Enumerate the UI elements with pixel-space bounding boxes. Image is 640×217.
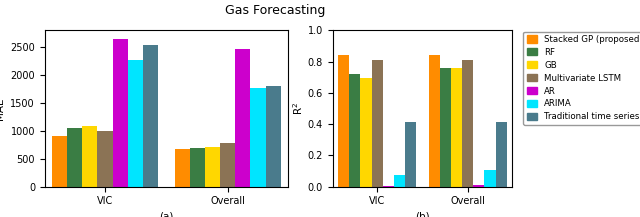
Y-axis label: MAE: MAE [0, 97, 4, 120]
Bar [394, 175, 405, 187]
Bar [97, 131, 113, 187]
Bar [52, 136, 67, 187]
Y-axis label: R$^2$: R$^2$ [291, 102, 305, 115]
Bar [266, 86, 281, 187]
Bar [383, 186, 394, 187]
Bar [495, 122, 507, 187]
Bar [83, 126, 97, 187]
Bar [360, 78, 372, 187]
Bar [190, 148, 205, 187]
Legend: Stacked GP (proposed), RF, GB, Multivariate LSTM, AR, ARIMA, Traditional time se: Stacked GP (proposed), RF, GB, Multivari… [524, 31, 640, 125]
Bar [349, 74, 360, 187]
Bar [113, 39, 128, 187]
Bar [462, 60, 473, 187]
Bar [236, 49, 250, 187]
Bar [372, 60, 383, 187]
Bar [338, 55, 349, 187]
Bar [429, 55, 440, 187]
Bar [220, 143, 236, 187]
Bar [250, 88, 266, 187]
Text: Gas Forecasting: Gas Forecasting [225, 4, 325, 17]
Bar [205, 147, 220, 187]
Bar [473, 185, 484, 187]
Bar [175, 149, 190, 187]
Bar [484, 170, 495, 187]
X-axis label: (a): (a) [159, 212, 173, 217]
Bar [143, 45, 158, 187]
Bar [128, 60, 143, 187]
Bar [405, 122, 416, 187]
Bar [440, 67, 451, 187]
X-axis label: (b): (b) [415, 212, 429, 217]
Bar [67, 128, 83, 187]
Bar [451, 67, 462, 187]
